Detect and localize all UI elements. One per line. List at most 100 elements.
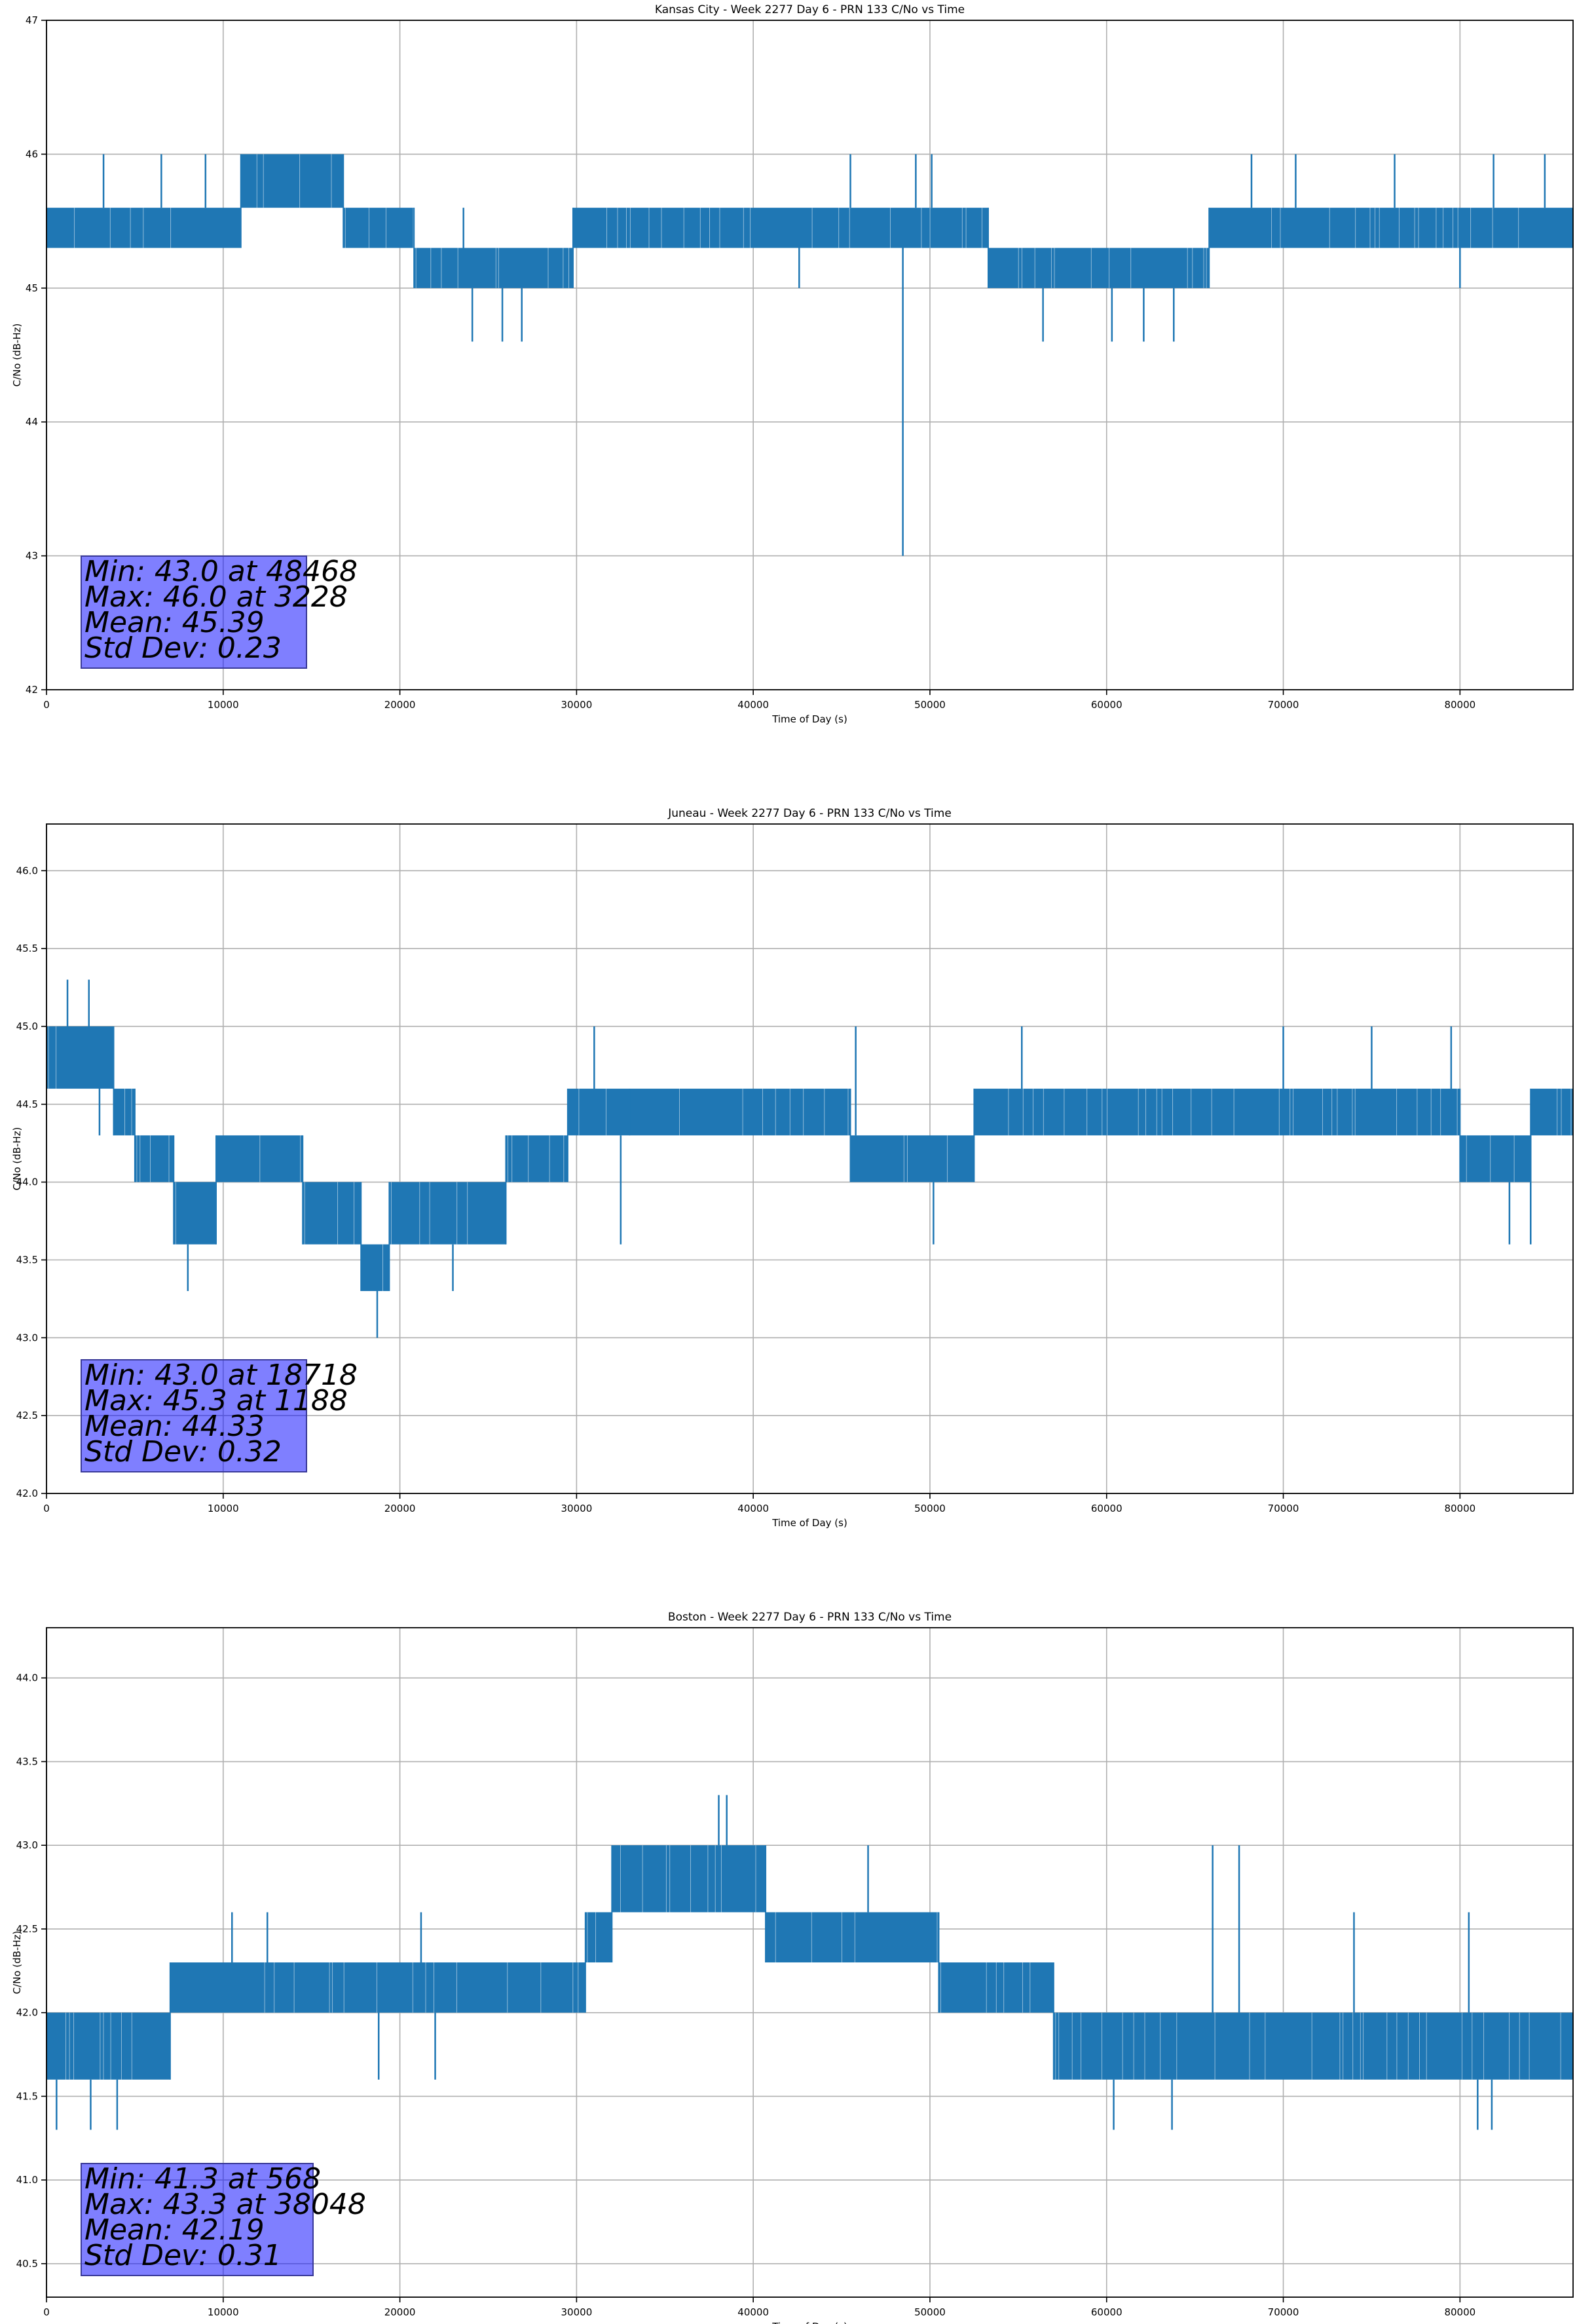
band-texture [390,1182,468,1245]
band-texture [304,1182,355,1245]
x-tick-label: 30000 [561,1503,593,1514]
data-band [113,1089,135,1136]
data-band [46,208,241,248]
band-texture [124,1089,132,1136]
x-axis-label: Time of Day (s) [771,2321,847,2324]
chart-title: Kansas City - Week 2277 Day 6 - PRN 133 … [655,3,965,16]
y-tick-label: 41.5 [16,2090,38,2102]
band-texture [578,1089,606,1136]
band-texture [259,1135,301,1182]
y-tick-label: 42.0 [16,2007,38,2019]
band-texture [74,208,172,248]
plot-frame [46,823,1574,1494]
band-texture [775,1912,938,1962]
stats-std-dev: Std Dev: 0.23 [84,631,282,665]
data-band [216,1135,303,1182]
x-tick-label: 40000 [737,1503,769,1514]
x-tick-label: 50000 [914,2306,946,2318]
y-tick-label: 43.0 [16,1332,38,1343]
stats-max: Max: 45.3 at 1188 [84,1384,348,1417]
y-tick-label: 46.0 [16,865,38,876]
stats-std-dev: Std Dev: 0.32 [84,1435,282,1469]
data-band [1531,1089,1573,1136]
band-texture [587,1912,596,1962]
band-texture [606,208,982,248]
x-tick-label: 50000 [914,1503,946,1514]
stats-box-kansas-city: Min: 43.0 at 48468 Max: 46.0 at 3228 Mea… [81,555,358,669]
band-texture [940,1962,1031,2013]
y-tick-label: 42 [26,684,38,696]
x-tick-label: 70000 [1268,699,1299,711]
x-tick-label: 60000 [1091,1503,1122,1514]
data-band [343,208,415,248]
stats-min: Min: 41.3 at 568 [84,2162,322,2196]
data-band [1053,2012,1573,2080]
chart-title: Boston - Week 2277 Day 6 - PRN 133 C/No … [668,1611,952,1624]
y-axis-label: C/No (dB-Hz) [11,324,23,387]
band-texture [1271,208,1519,248]
data-band [303,1182,362,1245]
x-tick-label: 50000 [914,699,946,711]
data-band [988,248,1210,288]
band-texture [679,1089,849,1136]
y-tick-label: 45.5 [16,943,38,954]
y-tick-label: 46 [26,148,38,160]
data-band [572,208,988,248]
stats-max: Max: 43.3 at 38048 [84,2188,366,2221]
data-band [240,154,344,208]
x-axis-label: Time of Day (s) [771,713,847,725]
band-texture [256,154,332,208]
x-tick-label: 40000 [737,2306,769,2318]
stats-mean: Mean: 44.33 [84,1410,265,1443]
x-tick-label: 40000 [737,699,769,711]
stats-box-boston: Min: 41.3 at 568 Max: 43.3 at 38048 Mean… [81,2162,366,2276]
x-tick-label: 80000 [1444,2306,1475,2318]
chart-juneau: 0 10000 20000 30000 40000 50000 60000 70000 8000… [11,807,1574,1529]
stats-max: Max: 46.0 at 3228 [84,580,348,614]
band-texture [1055,2012,1561,2080]
series-cno [46,154,1573,556]
y-tick-label: 47 [26,14,38,26]
chart-kansas-city: 0 10000 20000 30000 40000 50000 60000 70000 8000… [11,3,1574,725]
data-band [361,1244,390,1292]
data-band [766,1912,939,1962]
band-texture [1018,248,1207,288]
data-band [170,1962,585,2013]
y-tick-label: 45 [26,282,38,294]
data-band [134,1135,174,1182]
stats-box-juneau: Min: 43.0 at 18718 Max: 45.3 at 1188 Mea… [81,1359,358,1472]
y-tick-label: 40.5 [16,2258,38,2270]
x-tick-label: 10000 [208,1503,239,1514]
y-axis-label: C/No (dB-Hz) [11,1127,23,1191]
x-tick-label: 80000 [1444,1503,1475,1514]
data-band [174,1182,216,1245]
band-texture [1008,1089,1458,1136]
band-texture [415,248,569,288]
y-tick-label: 43 [26,550,38,562]
data-band [1460,1135,1531,1182]
band-texture [48,1026,57,1089]
x-tick-label: 30000 [561,699,593,711]
band-texture [1557,1089,1572,1136]
y-axis-label: C/No (dB-Hz) [11,1931,23,1995]
stats-mean: Mean: 42.19 [84,2213,265,2247]
y-tick-label: 45.0 [16,1021,38,1032]
x-tick-label: 60000 [1091,2306,1122,2318]
band-texture [508,1135,565,1182]
y-tick-label: 42.5 [16,1410,38,1421]
x-tick-label: 20000 [384,1503,416,1514]
y-tick-label: 43.0 [16,1839,38,1851]
x-tick-label: 20000 [384,2306,416,2318]
band-texture [1466,1135,1515,1182]
data-band [46,1026,114,1089]
stats-mean: Mean: 45.39 [84,606,265,639]
x-tick-label: 0 [43,699,50,711]
y-tick-label: 43.5 [16,1755,38,1767]
band-texture [620,1845,756,1913]
data-band [567,1089,630,1136]
x-tick-label: 10000 [208,699,239,711]
x-axis-label: Time of Day (s) [771,1517,847,1529]
band-texture [903,1135,948,1182]
data-band [1209,208,1573,248]
y-tick-label: 44.0 [16,1176,38,1188]
